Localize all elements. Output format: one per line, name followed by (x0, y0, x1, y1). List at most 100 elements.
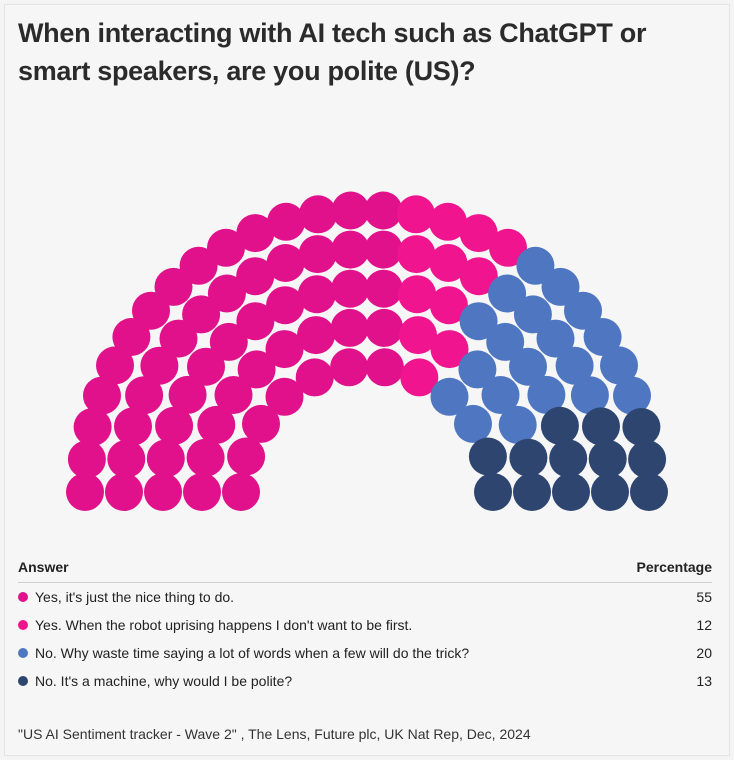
source-note: "US AI Sentiment tracker - Wave 2" , The… (18, 726, 531, 742)
seat-dot (331, 230, 370, 269)
legend-label: No. It's a machine, why would I be polit… (35, 673, 293, 689)
seat-dot (66, 473, 104, 511)
seat-dot (365, 308, 404, 347)
seat-dot (365, 348, 404, 387)
seat-dot (186, 438, 225, 477)
seat-dot (73, 408, 112, 446)
seat-dot (298, 235, 337, 274)
legend-label: Yes, it's just the nice thing to do. (35, 589, 235, 605)
legend-value: 20 (696, 645, 712, 661)
legend-dot-icon (18, 592, 28, 602)
seat-dot (197, 405, 236, 444)
seat-dot (168, 375, 207, 414)
seat-dot (67, 440, 106, 479)
seat-dot (591, 473, 629, 511)
seat-dot (454, 404, 492, 443)
seat-dot (112, 318, 151, 356)
seat-dot (331, 269, 370, 308)
seat-dot (630, 473, 668, 511)
seat-dot (267, 202, 306, 241)
seat-dot (540, 406, 579, 445)
seat-dot (364, 191, 403, 230)
seat-dot (330, 308, 369, 347)
seat-dot (265, 330, 304, 369)
answer-column-header: Answer (18, 559, 69, 575)
seat-dot (209, 322, 248, 361)
seat-dot (570, 376, 609, 415)
legend-row: No. It's a machine, why would I be polit… (18, 667, 712, 695)
seat-dot (182, 295, 221, 334)
seat-dot (459, 214, 498, 253)
seat-dot (146, 439, 185, 478)
seat-dot (458, 350, 497, 389)
seat-dot (236, 302, 275, 341)
seat-dot (400, 358, 439, 397)
seat-dot (513, 473, 551, 511)
seat-dot (242, 404, 280, 443)
seat-dot (498, 405, 537, 444)
seat-dot (489, 228, 527, 267)
seat-dot (582, 407, 620, 446)
seat-dot (207, 228, 245, 267)
legend-value: 12 (696, 617, 712, 633)
seat-dot (179, 246, 218, 285)
seat-dot (399, 316, 437, 355)
legend-label: No. Why waste time saying a lot of words… (35, 645, 470, 661)
chart-title: When interacting with AI tech such as Ch… (18, 18, 647, 86)
seat-dot (114, 407, 152, 446)
seat-dot (516, 246, 555, 285)
seat-dot (429, 286, 468, 325)
seat-dot (430, 377, 469, 416)
seat-dot (564, 291, 602, 330)
seat-dot (488, 274, 527, 313)
seat-dot (236, 214, 275, 253)
seat-dot (364, 230, 403, 269)
percentage-column-header: Percentage (636, 559, 712, 575)
seat-dot (398, 275, 437, 314)
legend-dot-icon (18, 648, 28, 658)
legend-row: Yes. When the robot uprising happens I d… (18, 611, 712, 639)
seat-dot (140, 346, 179, 385)
seat-dot (297, 275, 336, 314)
seat-dot (583, 318, 622, 356)
seat-dot (628, 440, 667, 479)
seat-dot (222, 473, 260, 511)
seat-dot (481, 376, 520, 414)
seat-dot (227, 437, 266, 476)
seat-dot (187, 347, 225, 386)
seat-dot (266, 244, 305, 282)
seat-dot (265, 377, 304, 416)
seat-dot (509, 438, 548, 477)
seat-dot (125, 376, 164, 415)
seat-dot (428, 202, 467, 241)
seat-dot (144, 473, 182, 511)
seat-dot (331, 191, 370, 230)
seat-dot (468, 437, 507, 476)
seat-dot (237, 350, 276, 389)
seat-dot (236, 257, 275, 296)
parliament-chart (66, 191, 668, 511)
legend-header: Answer Percentage (18, 556, 712, 583)
legend-table: Answer Percentage Yes, it's just the nic… (18, 556, 712, 695)
seat-dot (266, 286, 305, 325)
legend-row: Yes, it's just the nice thing to do. 55 (18, 583, 712, 611)
seat-dot (297, 316, 335, 355)
seat-dot (613, 376, 651, 415)
seat-dot (429, 244, 468, 282)
seat-dot (330, 348, 369, 387)
seat-dot (459, 257, 498, 296)
seat-dot (459, 302, 498, 341)
seat-dot (600, 346, 638, 385)
seat-dot (299, 195, 337, 234)
seat-dot (486, 322, 525, 361)
seat-dot (509, 347, 547, 386)
seat-dot (513, 295, 552, 334)
seat-dot (397, 195, 435, 234)
seat-dot (541, 267, 580, 306)
legend-dot-icon (18, 676, 28, 686)
seat-dot (474, 473, 512, 511)
legend-value: 55 (696, 589, 712, 605)
seat-dot (83, 376, 121, 415)
seat-dot (527, 375, 566, 414)
seat-dot (105, 473, 143, 511)
